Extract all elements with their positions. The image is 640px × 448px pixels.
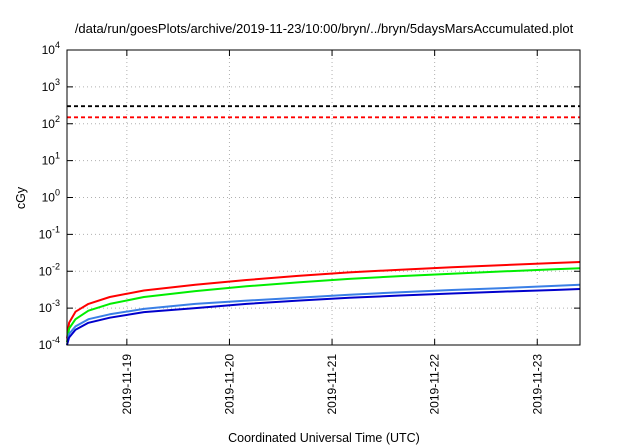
series-line-6 (66, 288, 581, 346)
series-line-3 (66, 261, 581, 339)
x-tick-label: 2019-11-19 (120, 354, 134, 415)
y-tick-label: 10-1 (39, 224, 60, 241)
x-tick-label: 2019-11-21 (325, 354, 339, 415)
chart-title: /data/run/goesPlots/archive/2019-11-23/1… (75, 21, 574, 36)
ticks: 10-4 10-3 10-2 10-1 100 101 102 103 104 2019-11-1… (39, 40, 580, 415)
y-tick-label: 10-2 (39, 261, 60, 278)
y-tick-label: 100 (42, 188, 60, 205)
series-line-5 (66, 283, 581, 346)
series-group (66, 105, 581, 346)
grid (67, 50, 580, 345)
y-tick-label: 103 (42, 77, 60, 94)
x-tick-label: 2019-11-23 (530, 354, 544, 415)
y-tick-label: 10-3 (39, 298, 60, 315)
y-tick-label: 104 (42, 40, 60, 57)
y-tick-label: 102 (42, 114, 60, 131)
x-axis-label: Coordinated Universal Time (UTC) (228, 431, 420, 445)
x-tick-label: 2019-11-22 (428, 354, 442, 415)
y-tick-label: 101 (42, 151, 60, 168)
y-axis-label: cGy (14, 186, 28, 209)
y-tick-label: 10-4 (39, 335, 60, 352)
x-tick-label: 2019-11-20 (222, 354, 236, 415)
series-line-4 (66, 267, 581, 343)
